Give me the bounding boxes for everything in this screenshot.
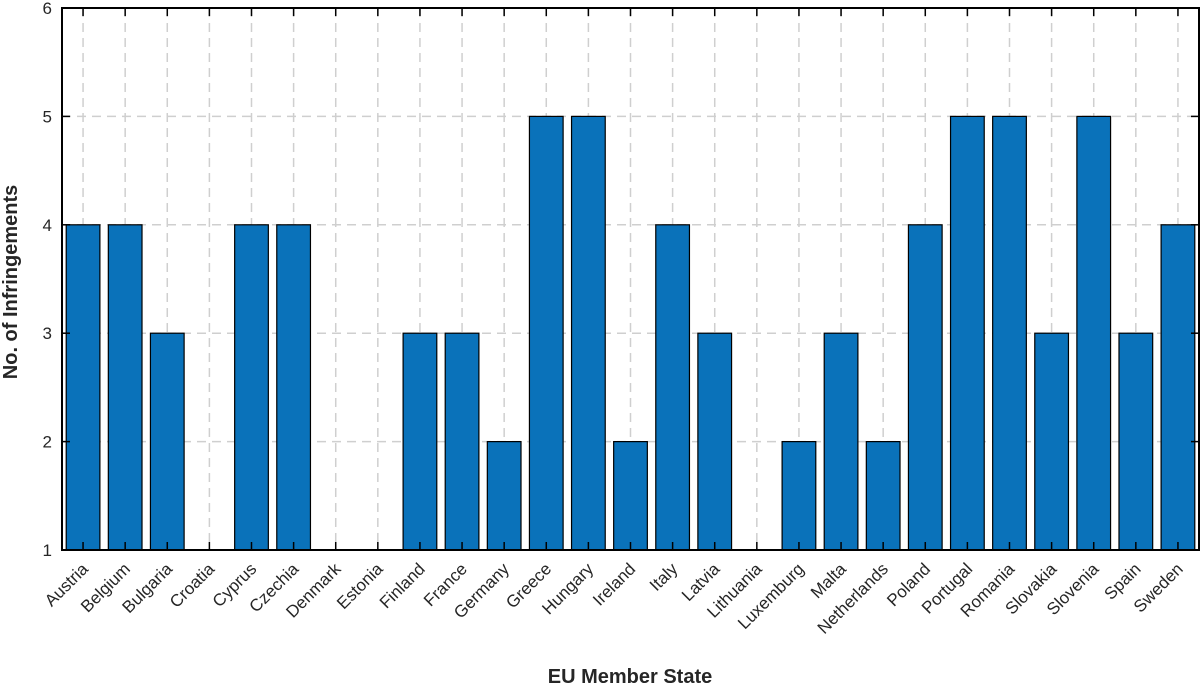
y-tick-label: 4 (43, 216, 52, 235)
y-tick-label: 3 (43, 324, 52, 343)
bar-netherlands (865, 441, 901, 551)
y-tick-label: 6 (43, 0, 52, 18)
x-axis-title: EU Member State (548, 666, 713, 688)
bar-ireland (613, 441, 648, 551)
bar-bulgaria (149, 332, 185, 551)
bar-slovakia (1034, 332, 1070, 551)
bar-latvia (697, 332, 733, 551)
bar-cyprus (234, 224, 269, 551)
y-tick-label: 5 (43, 107, 52, 126)
bar-belgium (107, 224, 143, 551)
bar-malta (823, 332, 859, 551)
bar-portugal (949, 115, 985, 551)
bar-sweden (1160, 224, 1196, 551)
x-tick-label: Ireland (589, 559, 639, 609)
bar-france (444, 332, 480, 551)
bar-czechia (276, 224, 312, 551)
bar-poland (907, 224, 943, 551)
y-axis-title: No. of Infringements (0, 185, 22, 379)
bar-luxemburg (781, 441, 817, 551)
y-tick-labels: 1 2 3 4 5 6 (43, 0, 52, 560)
bar-romania (992, 115, 1027, 551)
bar-germany (486, 441, 522, 551)
bar-slovenia (1076, 115, 1112, 551)
x-tick-label: Estonia (333, 559, 387, 613)
axis-ticks (62, 7, 1199, 551)
bar-hungary (570, 115, 606, 551)
bar-austria (65, 224, 101, 551)
x-tick-label: Italy (646, 559, 682, 595)
x-tick-labels: AustriaBelgiumBulgariaCroatiaCyprusCzech… (41, 559, 1187, 638)
bar-finland (402, 332, 438, 551)
bar-italy (655, 224, 691, 551)
bar-spain (1118, 332, 1154, 551)
bar-greece (528, 115, 564, 551)
y-tick-label: 1 (43, 541, 52, 560)
y-tick-label: 2 (43, 433, 52, 452)
x-tick-label: Finland (376, 559, 429, 612)
x-tick-label: Croatia (166, 559, 219, 612)
